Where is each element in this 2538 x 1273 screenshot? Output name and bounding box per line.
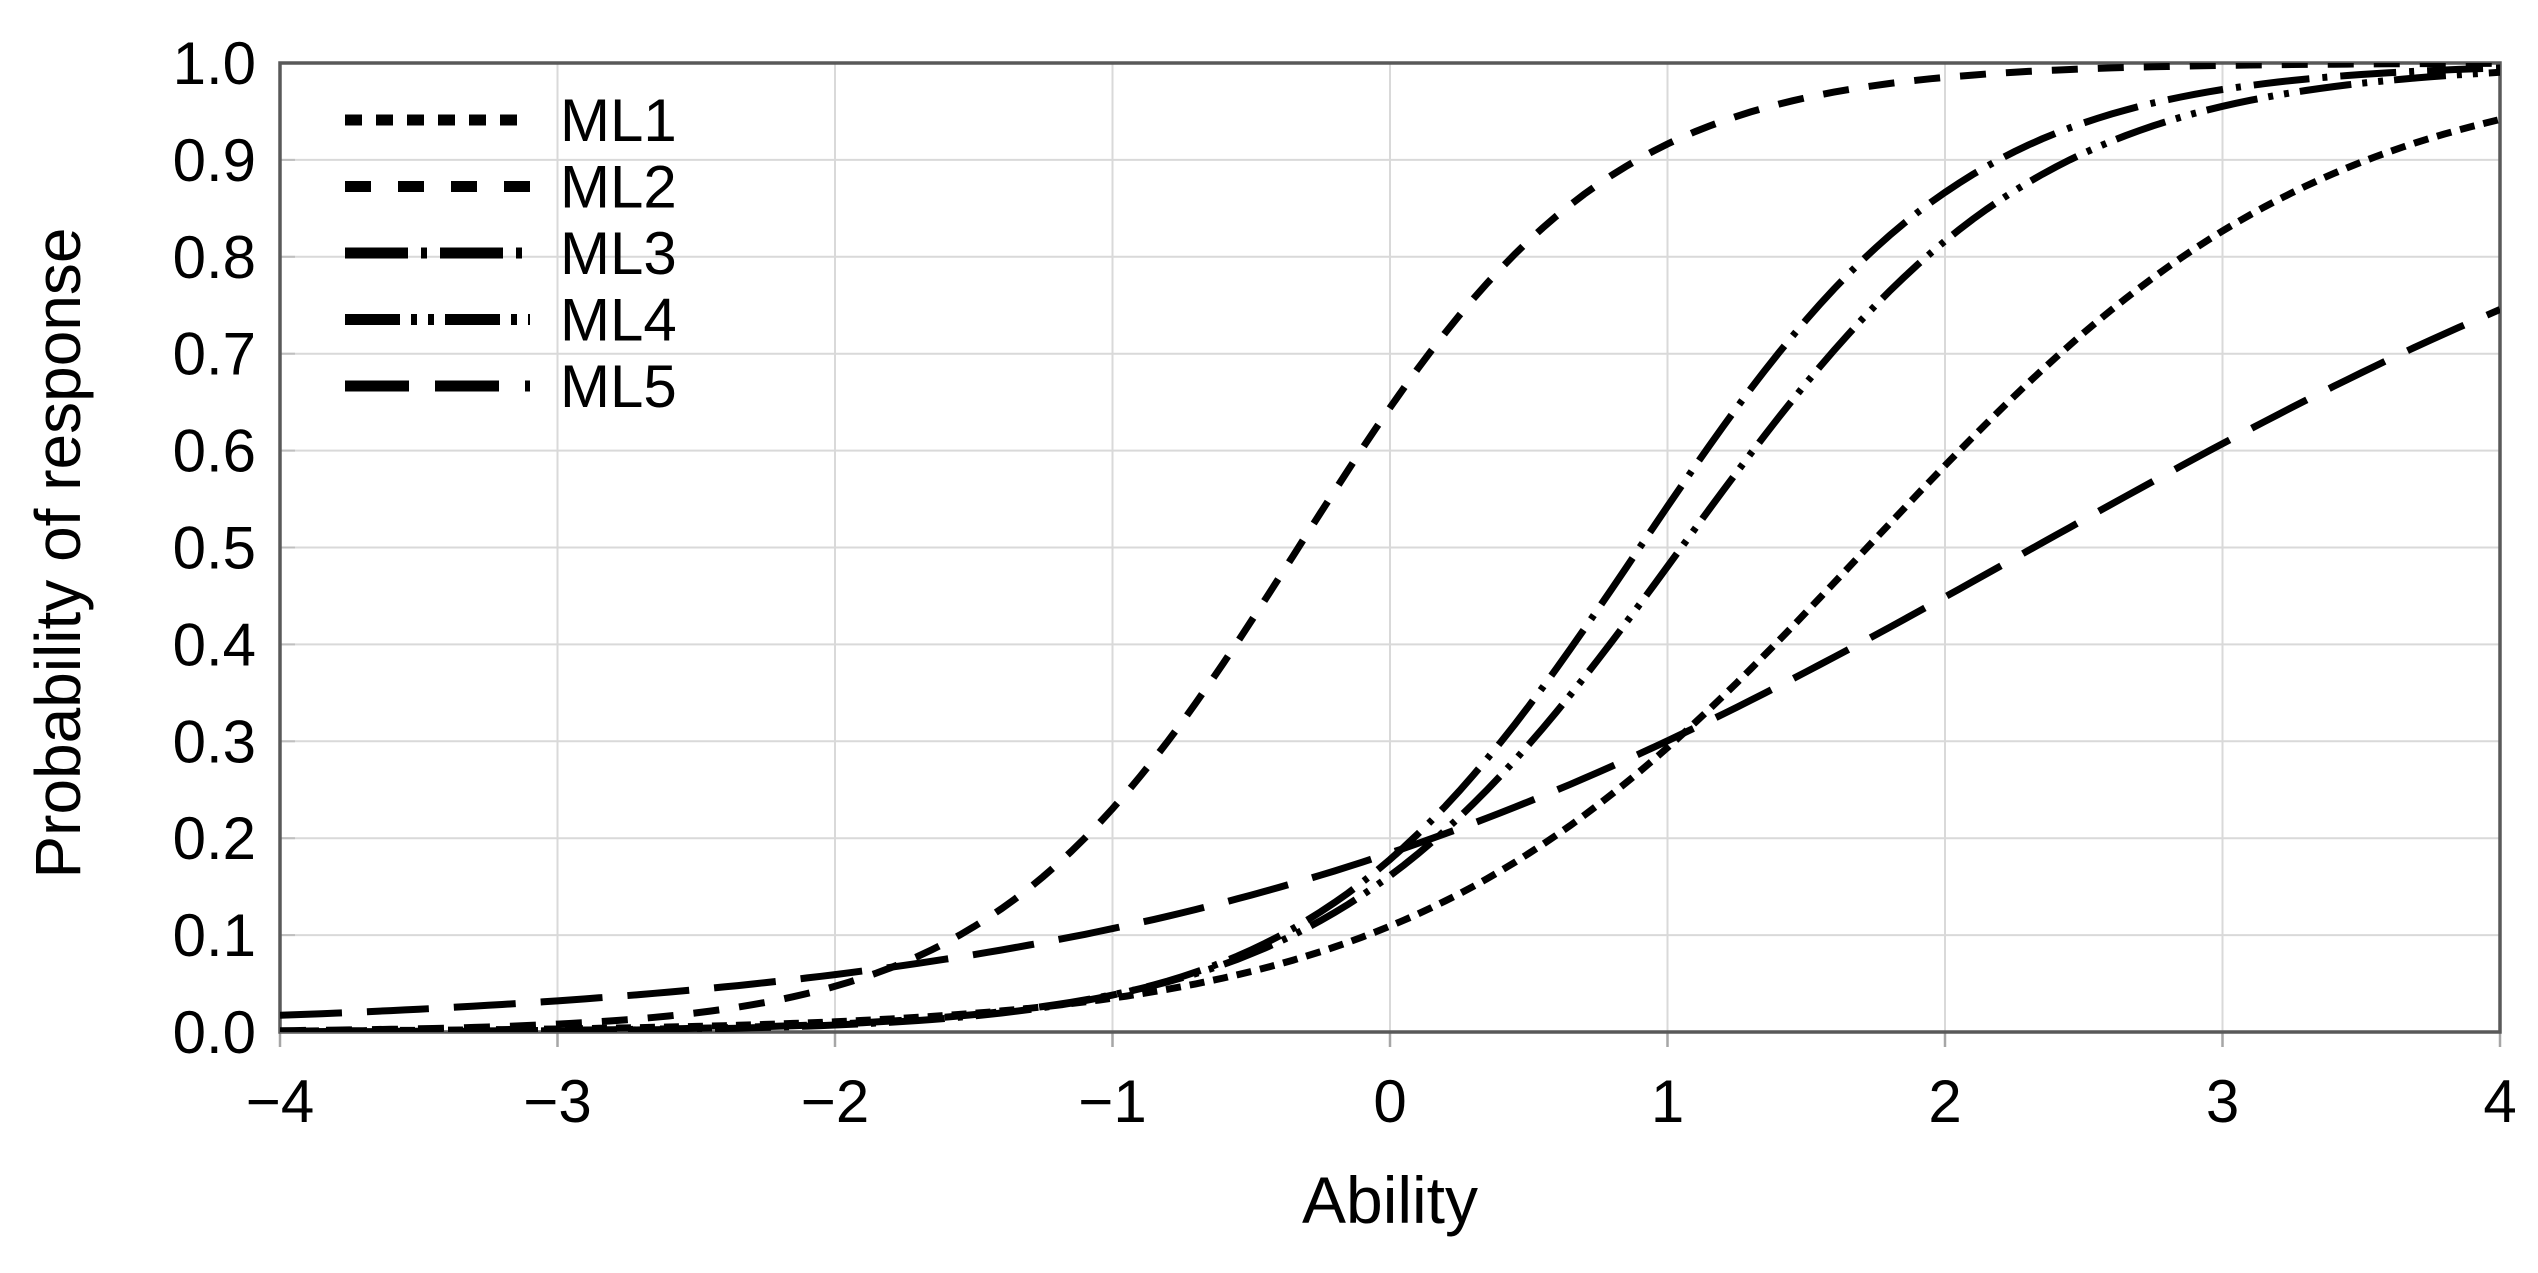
tick-marks — [278, 62, 2502, 1047]
y-tick-label: 0.3 — [173, 708, 256, 775]
y-axis-title: Probability of response — [22, 227, 94, 879]
y-tick-label: 0.8 — [173, 224, 256, 291]
y-tick-label: 0.4 — [173, 611, 256, 678]
legend-label-ML2: ML2 — [560, 154, 677, 221]
y-tick-label: 0.6 — [173, 418, 256, 485]
y-tick-label: 0.7 — [173, 321, 256, 388]
legend-label-ML5: ML5 — [560, 353, 677, 420]
y-tick-label: 1.0 — [173, 30, 256, 97]
x-tick-label: 1 — [1651, 1068, 1684, 1135]
plot-border — [278, 61, 2502, 1034]
y-tick-label: 0.9 — [173, 127, 256, 194]
x-tick-label: 0 — [1373, 1068, 1406, 1135]
x-tick-label: 3 — [2206, 1068, 2239, 1135]
x-tick-label: 4 — [2483, 1068, 2516, 1135]
curve-ML5 — [280, 306, 2500, 1019]
x-tick-label: −2 — [801, 1068, 869, 1135]
curve-ML4 — [280, 68, 2500, 1032]
x-tick-label: −4 — [246, 1068, 314, 1135]
curve-ML3 — [280, 64, 2500, 1032]
x-tick-label: 2 — [1928, 1068, 1961, 1135]
x-tick-label: −3 — [523, 1068, 591, 1135]
x-axis-title: Ability — [1301, 1163, 1479, 1237]
curve-ML2 — [280, 63, 2500, 1032]
legend-label-ML1: ML1 — [560, 87, 677, 154]
x-tick-label: −1 — [1078, 1068, 1146, 1135]
curves — [280, 63, 2500, 1032]
y-tick-label: 0.1 — [173, 902, 256, 969]
legend-label-ML3: ML3 — [560, 220, 677, 287]
y-tick-label: 0.0 — [173, 999, 256, 1066]
y-tick-label: 0.2 — [173, 805, 256, 872]
tick-labels: 0.0 0.1 0.2 0.3 0.4 0.5 0.6 0.7 0.8 0.9 1.0 −4 −3 −2 −… — [173, 30, 2517, 1135]
legend-label-ML4: ML4 — [560, 287, 677, 354]
gridlines — [280, 63, 2500, 1032]
y-tick-label: 0.5 — [173, 515, 256, 582]
